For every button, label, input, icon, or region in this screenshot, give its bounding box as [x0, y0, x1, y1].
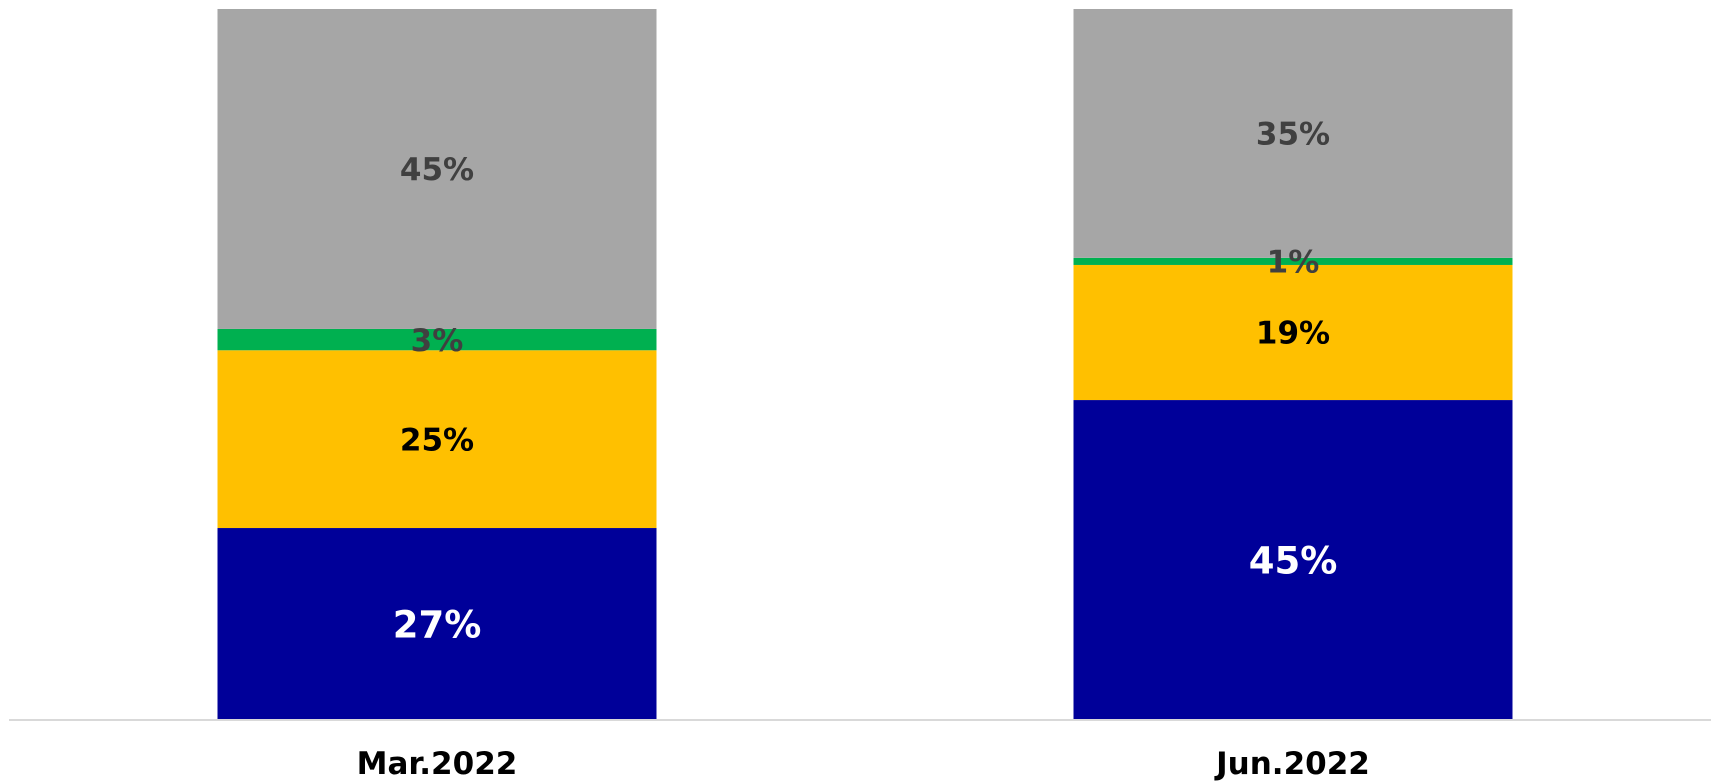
bar-segment [1073, 400, 1513, 720]
bar-segment [1073, 257, 1513, 265]
data-labels: 27% 25% 3% 45% 45% 19% 1% 35% [393, 117, 1338, 647]
x-tick-labels: Mar.2022 Jun.2022 [357, 746, 1370, 781]
data-label: 19% [1256, 316, 1330, 352]
data-label: 45% [1249, 539, 1338, 582]
bar-segment [217, 328, 657, 351]
x-tick-label: Jun.2022 [1214, 746, 1370, 781]
bar-segments [217, 9, 1513, 720]
bar-segment [217, 350, 657, 529]
bar-segment [217, 9, 657, 329]
data-label: 25% [400, 422, 474, 458]
data-label: 35% [1256, 117, 1330, 153]
data-label: 3% [411, 323, 464, 359]
data-label: 1% [1267, 245, 1320, 281]
x-tick-label: Mar.2022 [357, 746, 518, 781]
bar-segment [1073, 264, 1513, 401]
data-label: 45% [400, 152, 474, 188]
bar-segment [1073, 9, 1513, 258]
bar-segment [217, 528, 657, 720]
data-label: 27% [393, 603, 482, 646]
